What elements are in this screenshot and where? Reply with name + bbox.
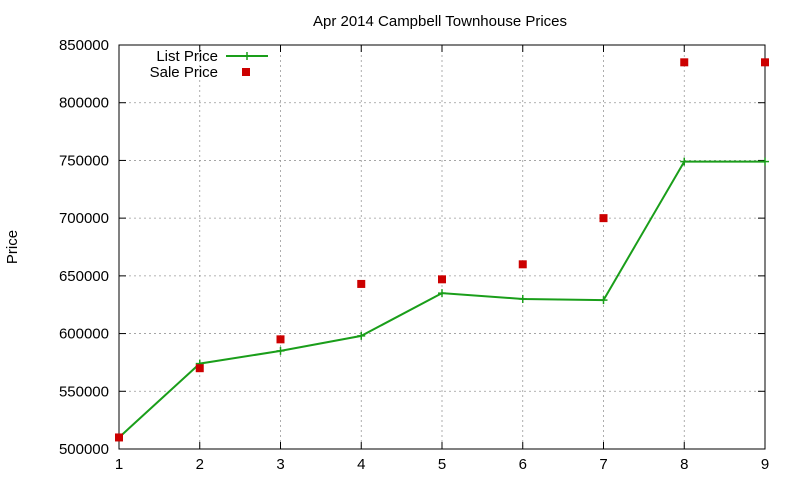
x-tick-label: 3 xyxy=(276,456,284,473)
sale-price-point xyxy=(761,58,769,67)
list-price-point xyxy=(518,294,527,303)
series-layer xyxy=(115,58,769,442)
list-price-point xyxy=(599,296,608,305)
sale-price-point xyxy=(518,260,527,269)
y-tick-label: 700000 xyxy=(59,210,109,227)
legend-label: Sale Price xyxy=(150,64,218,81)
x-tick-label: 6 xyxy=(519,456,527,473)
list-price-point xyxy=(276,346,285,355)
axis-ticks: 500000 550000 600000 650000 700000 750000 8000… xyxy=(59,37,769,473)
grid-lines xyxy=(119,45,765,449)
legend-marker xyxy=(242,68,250,76)
sale-price-point xyxy=(599,214,608,223)
sale-price-point xyxy=(115,433,123,442)
x-tick-label: 4 xyxy=(357,456,365,473)
chart-title: Apr 2014 Campbell Townhouse Prices xyxy=(313,13,567,30)
list-price-point xyxy=(357,331,366,340)
y-tick-label: 650000 xyxy=(59,268,109,285)
y-axis-label: Price xyxy=(4,230,21,264)
y-tick-label: 550000 xyxy=(59,383,109,400)
y-tick-label: 800000 xyxy=(59,95,109,112)
sale-price-point xyxy=(195,364,204,373)
legend-marker xyxy=(243,52,251,60)
sale-price-point xyxy=(680,58,689,67)
y-tick-label: 600000 xyxy=(59,326,109,343)
x-tick-label: 5 xyxy=(438,456,446,473)
sale-price-point xyxy=(438,275,446,284)
x-tick-label: 7 xyxy=(599,456,607,473)
sale-price-point xyxy=(357,279,366,288)
y-tick-label: 850000 xyxy=(59,37,109,54)
x-tick-label: 9 xyxy=(761,456,769,473)
y-tick-label: 500000 xyxy=(59,441,109,458)
x-tick-label: 8 xyxy=(680,456,688,473)
list-price-point xyxy=(680,157,689,166)
legend-label: List Price xyxy=(156,48,218,65)
y-tick-label: 750000 xyxy=(59,152,109,169)
list-price-point xyxy=(438,289,446,298)
x-tick-label: 1 xyxy=(115,456,123,473)
list-price-point xyxy=(761,157,769,166)
x-tick-label: 2 xyxy=(196,456,204,473)
sale-price-point xyxy=(276,335,285,344)
